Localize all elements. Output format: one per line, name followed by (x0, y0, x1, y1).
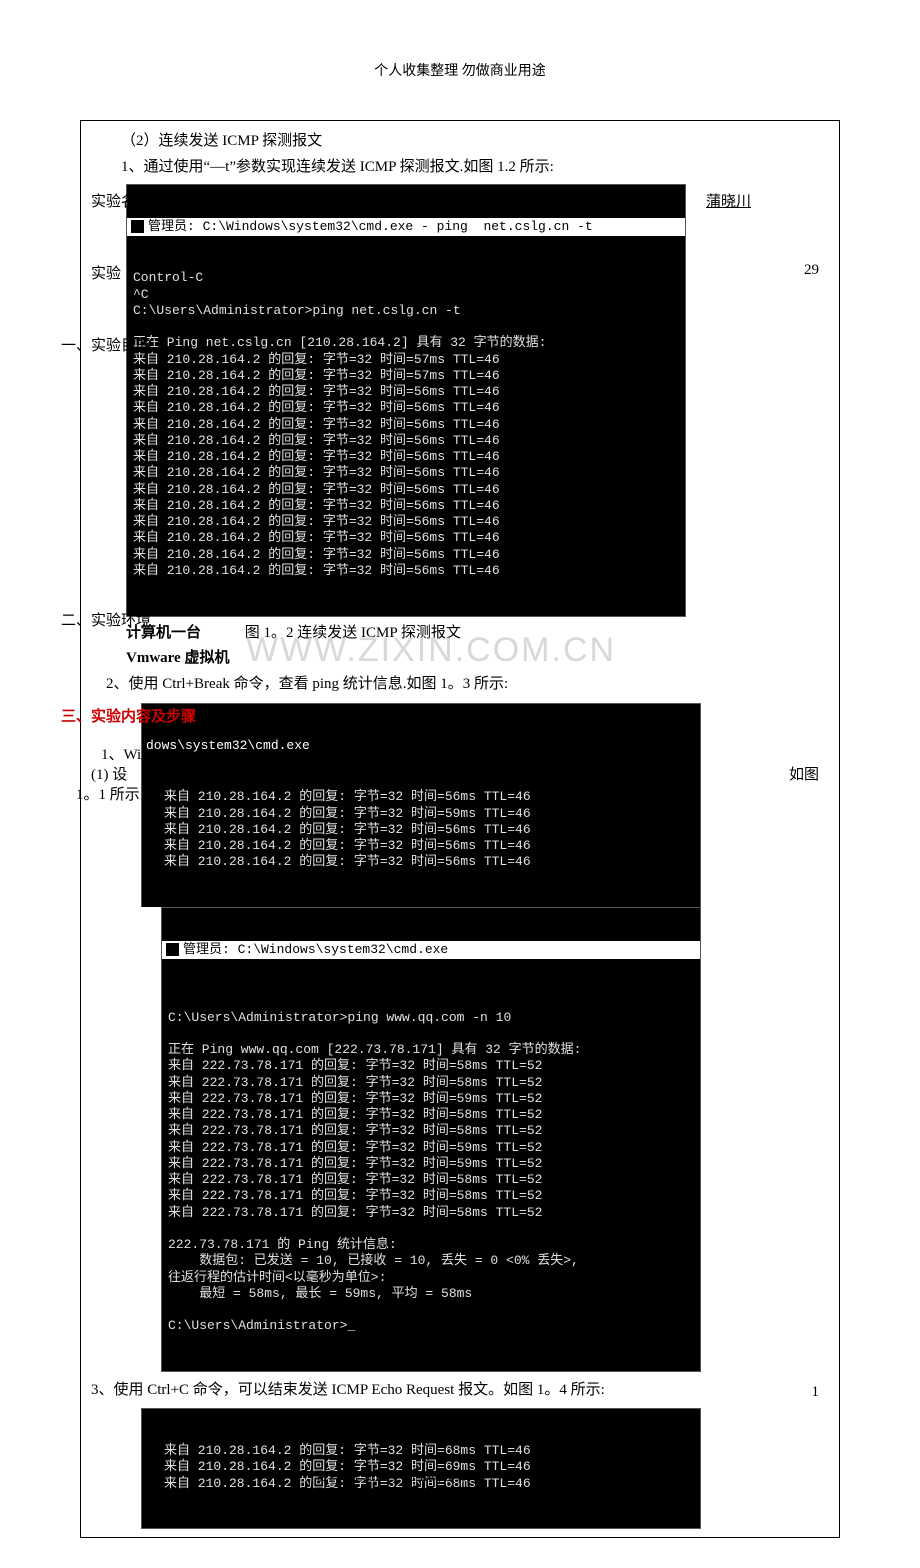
content-frame: （2）连续发送 ICMP 探测报文 1、通过使用“—t”参数实现连续发送 ICM… (80, 120, 840, 1538)
terminal-titlebar: 管理员: C:\Windows\system32\cmd.exe - ping … (127, 218, 685, 236)
fig12-caption: 图 1。2 连续发送 ICMP 探测报文 (245, 625, 461, 641)
terminal-stats: dows\system32\cmd.exe 来自 210.28.164.2 的回… (141, 703, 701, 907)
terminal-titlebar: dows\system32\cmd.exe (142, 737, 700, 755)
label-vmware: Vmware 虚拟机 (126, 646, 829, 672)
label-section1: 一、实验目的 (61, 334, 151, 355)
label-asshown: 如图 (789, 763, 819, 784)
terminal-titlebar: 管理员: C:\Windows\system32\cmd.exe (162, 941, 700, 959)
label-date: 29 (804, 262, 819, 279)
subsection-title: （2）连续发送 ICMP 探测报文 (91, 129, 829, 155)
label-teacher-name: 蒲晓川 (706, 190, 751, 211)
label-exp-name: 实验名称 (91, 190, 151, 211)
page-header: 个人收集整理 勿做商业用途 (80, 60, 840, 80)
step-1: 1、通过使用“—t”参数实现连续发送 ICMP 探测报文.如图 1.2 所示: (91, 155, 829, 181)
terminal-body: C:\Users\Administrator>ping www.qq.com -… (162, 991, 700, 1338)
cmd-icon (166, 943, 179, 956)
terminal-title-ghost: dows\system32\cmd.exe (146, 738, 310, 753)
label-exp: 实验 (91, 262, 121, 283)
terminal-ping-t: 管理员: C:\Windows\system32\cmd.exe - ping … (126, 184, 686, 617)
label-teacher: 指导教师 (591, 190, 651, 211)
terminal-title: 管理员: C:\Windows\system32\cmd.exe (183, 942, 448, 957)
label-win: 1、Win (101, 743, 149, 764)
label-section3: 三、实验内容及步骤 (61, 705, 196, 726)
footer-overlay: 资料. ICMP Echo Request (316, 1468, 465, 1485)
step-2: 2、使用 Ctrl+Break 命令，查看 ping 统计信息.如图 1。3 所… (106, 672, 829, 698)
cmd-icon (131, 220, 144, 233)
label-exp-title: 实验 6-1 Ping 主机扫描实验 (266, 190, 445, 211)
terminal-body: Control-C ^C C:\Users\Administrator>ping… (127, 268, 685, 583)
terminal-ping-n: 管理员: C:\Windows\system32\cmd.exe C:\User… (161, 907, 701, 1372)
step-3: 3、使用 Ctrl+C 命令，可以结束发送 ICMP Echo Request … (91, 1378, 829, 1404)
label-fig11: 1。1 所示 (76, 783, 140, 804)
terminal-body: 来自 210.28.164.2 的回复: 字节=32 时间=56ms TTL=4… (142, 787, 700, 874)
label-pc: 计算机一台 (126, 625, 201, 641)
label-set: (1) 设 (91, 763, 127, 784)
page-num: 1 (812, 1384, 820, 1401)
terminal-title: 管理员: C:\Windows\system32\cmd.exe - ping … (148, 219, 593, 234)
